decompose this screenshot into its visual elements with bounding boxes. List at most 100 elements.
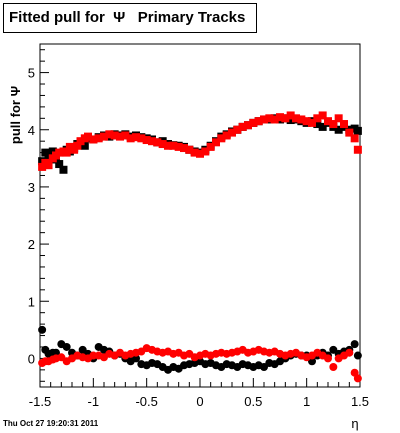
y-tick-label: 4 <box>28 123 35 138</box>
data-point <box>65 142 74 151</box>
data-point <box>126 134 135 143</box>
axes: -1.5 -1 -0.5 0 0.5 1 1.5 0 1 2 3 4 5 <box>28 49 369 409</box>
timestamp-footer: Thu Oct 27 19:20:31 2011 <box>3 419 99 428</box>
data-point <box>62 148 71 157</box>
series-3 <box>38 344 362 383</box>
y-tick-label: 1 <box>28 294 35 309</box>
data-point <box>52 348 60 357</box>
series-2 <box>38 325 362 374</box>
data-point <box>260 115 268 124</box>
data-point <box>217 134 226 143</box>
data-point <box>340 120 348 129</box>
data-point <box>334 114 343 123</box>
data-point <box>142 136 151 145</box>
chart-title: Fitted pull for Ψ Primary Tracks <box>3 3 257 33</box>
data-point <box>302 117 311 126</box>
data-point <box>329 362 338 371</box>
data-point <box>206 142 215 151</box>
data-point <box>84 132 92 141</box>
data-point <box>89 135 98 144</box>
data-point <box>196 149 204 158</box>
data-point <box>185 145 194 154</box>
data-point <box>137 134 146 143</box>
data-point <box>353 374 362 383</box>
data-point <box>297 115 306 124</box>
data-point <box>180 144 188 153</box>
data-point <box>38 162 47 171</box>
series-1 <box>38 111 362 171</box>
data-point <box>324 117 332 126</box>
data-point <box>353 126 362 135</box>
data-point <box>132 133 140 142</box>
y-tick-label: 2 <box>28 237 35 252</box>
data-point <box>212 138 220 147</box>
data-point <box>249 118 258 127</box>
x-tick-label: -1 <box>88 394 100 409</box>
data-point <box>276 113 284 122</box>
data-point <box>201 147 210 156</box>
data-point <box>59 165 68 174</box>
data-point <box>334 125 343 134</box>
plot-frame <box>39 43 361 388</box>
data-point <box>164 141 172 150</box>
x-tick-label: 1.5 <box>351 394 369 409</box>
data-point <box>353 351 362 360</box>
data-point <box>80 141 89 150</box>
y-tick-label: 3 <box>28 180 35 195</box>
data-point <box>286 111 295 120</box>
x-tick-label: -1.5 <box>29 394 51 409</box>
data-point <box>350 134 359 143</box>
x-tick-label: 0.5 <box>244 394 262 409</box>
data-point <box>190 148 199 157</box>
data-point <box>48 147 57 156</box>
data-point <box>350 340 359 349</box>
data-point <box>44 151 53 160</box>
data-point <box>313 114 322 123</box>
y-axis-title: pull for Ψ <box>8 86 23 144</box>
data-point <box>132 354 140 363</box>
data-point <box>329 120 338 129</box>
x-tick-label: 0 <box>196 394 203 409</box>
data-point <box>73 141 82 150</box>
data-point <box>110 131 119 140</box>
data-point <box>148 137 156 146</box>
data-point <box>345 128 354 137</box>
data-point <box>70 145 79 154</box>
data-point <box>153 138 162 147</box>
data-point <box>94 134 103 143</box>
data-point <box>345 348 354 357</box>
x-tick-label: 1 <box>303 394 310 409</box>
y-tick-label: 5 <box>28 66 35 81</box>
data-point <box>55 160 64 169</box>
data-point <box>353 145 362 154</box>
data-point <box>62 342 71 351</box>
data-point <box>238 122 247 131</box>
data-point <box>254 117 263 126</box>
data-point <box>121 131 130 140</box>
data-points <box>38 111 362 383</box>
y-tick-label: 0 <box>28 351 35 366</box>
data-point <box>169 141 178 150</box>
data-point <box>233 125 242 134</box>
data-point <box>324 354 332 363</box>
data-point <box>105 130 114 139</box>
x-axis-title: η <box>351 416 358 431</box>
data-point <box>313 120 322 129</box>
data-point <box>158 140 167 149</box>
data-point <box>38 325 47 334</box>
data-point <box>318 122 327 131</box>
data-point <box>100 132 108 141</box>
data-point <box>318 111 327 120</box>
data-point <box>265 114 274 123</box>
data-point <box>116 132 124 141</box>
data-point <box>281 114 290 123</box>
data-point <box>174 142 183 151</box>
data-point <box>244 121 252 130</box>
data-point <box>44 161 53 170</box>
data-point <box>308 118 316 127</box>
data-point <box>292 114 300 123</box>
data-point <box>76 137 85 146</box>
data-point <box>270 115 279 124</box>
x-tick-label: -0.5 <box>135 394 157 409</box>
